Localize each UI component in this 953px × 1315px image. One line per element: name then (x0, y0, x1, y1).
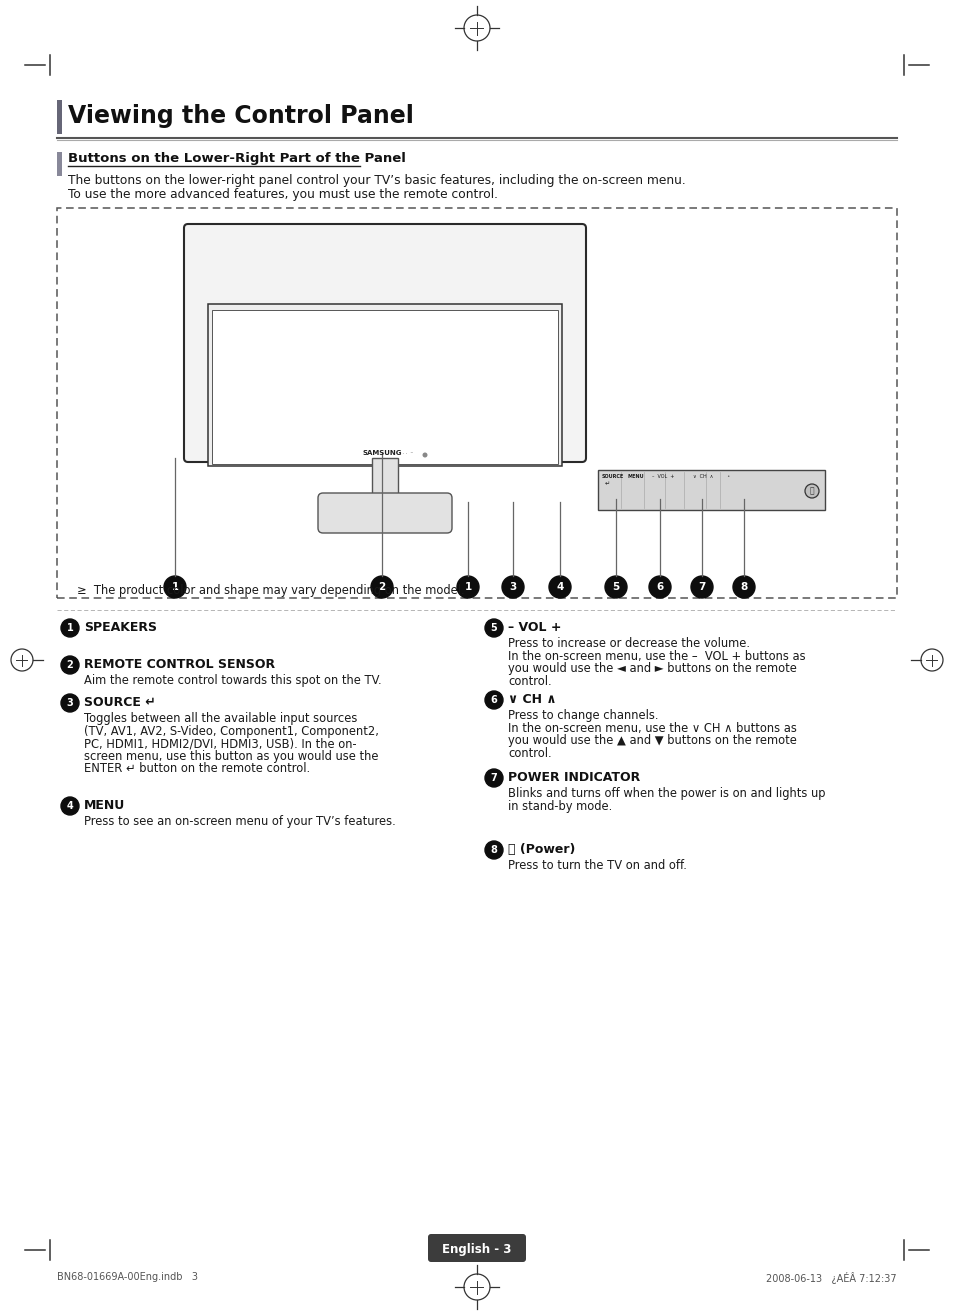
Text: BN68-01669A-00Eng.indb   3: BN68-01669A-00Eng.indb 3 (57, 1272, 198, 1282)
Text: Toggles between all the available input sources: Toggles between all the available input … (84, 711, 357, 725)
Text: control.: control. (507, 747, 551, 760)
Text: – VOL +: – VOL + (507, 621, 561, 634)
Text: In the on-screen menu, use the ∨ CH ∧ buttons as: In the on-screen menu, use the ∨ CH ∧ bu… (507, 722, 796, 735)
Text: Aim the remote control towards this spot on the TV.: Aim the remote control towards this spot… (84, 675, 381, 686)
Text: MENU: MENU (84, 800, 125, 811)
Text: 2: 2 (378, 583, 385, 592)
Circle shape (648, 576, 670, 598)
Text: 5: 5 (612, 583, 619, 592)
FancyBboxPatch shape (317, 493, 452, 533)
Text: 4: 4 (556, 583, 563, 592)
Text: ≥  The product color and shape may vary depending on the model.: ≥ The product color and shape may vary d… (77, 584, 464, 597)
Circle shape (61, 656, 79, 675)
Text: Blinks and turns off when the power is on and lights up: Blinks and turns off when the power is o… (507, 786, 824, 800)
Text: Press to increase or decrease the volume.: Press to increase or decrease the volume… (507, 636, 749, 650)
Text: 8: 8 (740, 583, 747, 592)
Text: Viewing the Control Panel: Viewing the Control Panel (68, 104, 414, 128)
Circle shape (484, 619, 502, 636)
Circle shape (732, 576, 754, 598)
Text: Buttons on the Lower-Right Part of the Panel: Buttons on the Lower-Right Part of the P… (68, 153, 405, 164)
Text: 3: 3 (509, 583, 517, 592)
Circle shape (371, 576, 393, 598)
Text: English - 3: English - 3 (442, 1243, 511, 1256)
Text: The buttons on the lower-right panel control your TV’s basic features, including: The buttons on the lower-right panel con… (68, 174, 685, 187)
Text: ENTER ↵ button on the remote control.: ENTER ↵ button on the remote control. (84, 761, 310, 775)
Text: control.: control. (507, 675, 551, 688)
Bar (208, 304, 561, 466)
Text: 5: 5 (490, 623, 497, 633)
Circle shape (61, 797, 79, 815)
Text: ∨  CH  ∧: ∨ CH ∧ (692, 473, 713, 479)
Circle shape (61, 694, 79, 711)
Text: PC, HDMI1, HDMI2/DVI, HDMI3, USB). In the on-: PC, HDMI1, HDMI2/DVI, HDMI3, USB). In th… (84, 736, 356, 750)
FancyBboxPatch shape (184, 224, 585, 462)
Text: 8: 8 (490, 846, 497, 855)
Circle shape (456, 576, 478, 598)
Bar (212, 310, 558, 464)
Circle shape (548, 576, 571, 598)
Text: 2008-06-13   ¿AÉÂ 7:12:37: 2008-06-13 ¿AÉÂ 7:12:37 (765, 1272, 896, 1283)
Text: Press to turn the TV on and off.: Press to turn the TV on and off. (507, 859, 686, 872)
Text: –  VOL  +: – VOL + (651, 473, 674, 479)
Text: 6: 6 (490, 696, 497, 705)
Text: 2: 2 (67, 660, 73, 671)
Text: (TV, AV1, AV2, S-Video, Component1, Component2,: (TV, AV1, AV2, S-Video, Component1, Comp… (84, 725, 378, 738)
FancyBboxPatch shape (428, 1233, 525, 1262)
Text: ∨ CH ∧: ∨ CH ∧ (507, 693, 556, 706)
Text: To use the more advanced features, you must use the remote control.: To use the more advanced features, you m… (68, 188, 497, 201)
Circle shape (484, 769, 502, 786)
Text: ↵: ↵ (604, 481, 610, 487)
Bar (372, 458, 397, 494)
Text: Press to see an on-screen menu of your TV’s features.: Press to see an on-screen menu of your T… (84, 815, 395, 828)
Circle shape (164, 576, 186, 598)
Text: SAMSUNG: SAMSUNG (363, 450, 402, 456)
Circle shape (804, 484, 818, 498)
Circle shape (690, 576, 712, 598)
Text: 6: 6 (656, 583, 663, 592)
Text: –  . . . .  –: – . . . . – (390, 450, 413, 455)
Text: REMOTE CONTROL SENSOR: REMOTE CONTROL SENSOR (84, 658, 274, 671)
Text: screen menu, use this button as you would use the: screen menu, use this button as you woul… (84, 750, 378, 763)
Text: SPEAKERS: SPEAKERS (84, 621, 157, 634)
Text: ⏻ (Power): ⏻ (Power) (507, 843, 575, 856)
Text: 1: 1 (67, 623, 73, 633)
Circle shape (604, 576, 626, 598)
Circle shape (484, 842, 502, 859)
Text: 1: 1 (172, 583, 178, 592)
Bar (598, 469, 824, 510)
Text: in stand-by mode.: in stand-by mode. (507, 800, 612, 813)
Text: 7: 7 (490, 773, 497, 782)
Text: 3: 3 (67, 698, 73, 707)
Text: •: • (725, 473, 729, 479)
Circle shape (501, 576, 523, 598)
Text: Press to change channels.: Press to change channels. (507, 709, 658, 722)
Text: In the on-screen menu, use the –  VOL + buttons as: In the on-screen menu, use the – VOL + b… (507, 650, 804, 663)
Text: you would use the ◄ and ► buttons on the remote: you would use the ◄ and ► buttons on the… (507, 661, 796, 675)
Circle shape (484, 690, 502, 709)
Text: MENU: MENU (627, 473, 644, 479)
Circle shape (422, 452, 427, 458)
Text: ⏻: ⏻ (809, 487, 814, 496)
Bar (57, 153, 62, 176)
Text: SOURCE: SOURCE (601, 473, 623, 479)
Circle shape (61, 619, 79, 636)
Bar (57, 100, 62, 134)
Text: SOURCE ↵: SOURCE ↵ (84, 696, 155, 709)
Text: POWER INDICATOR: POWER INDICATOR (507, 771, 639, 784)
Text: 7: 7 (698, 583, 705, 592)
Text: you would use the ▲ and ▼ buttons on the remote: you would use the ▲ and ▼ buttons on the… (507, 734, 796, 747)
Text: 4: 4 (67, 801, 73, 811)
Text: 1: 1 (464, 583, 471, 592)
